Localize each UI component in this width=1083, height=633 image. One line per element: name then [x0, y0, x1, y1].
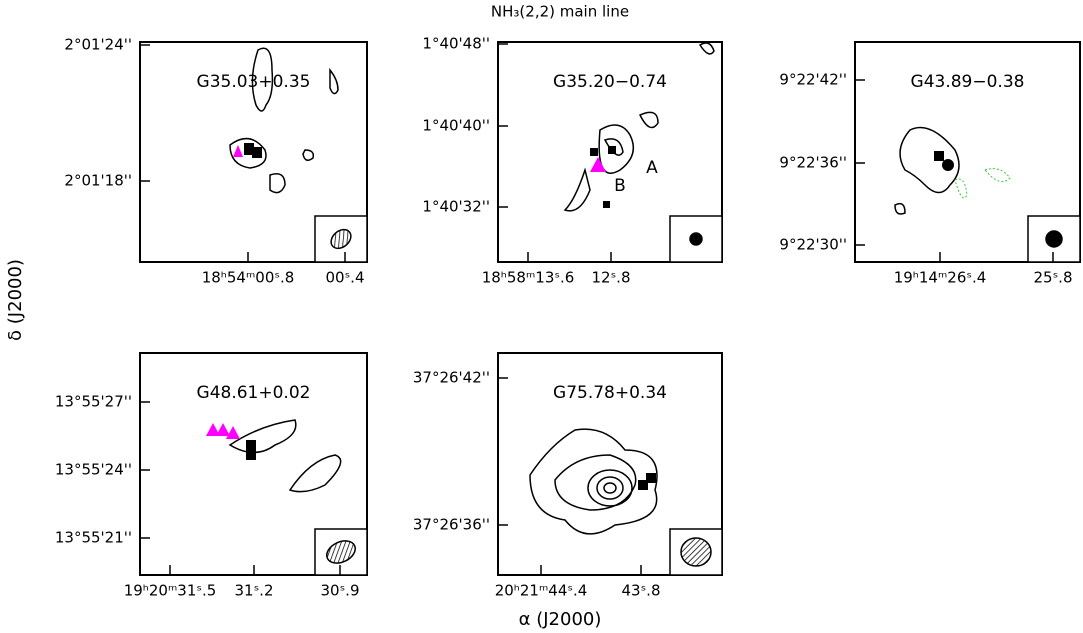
x-tick-label: 20ʰ21ᵐ44ˢ.4: [495, 582, 588, 600]
y-tick-label: 37°26'42'': [413, 369, 490, 387]
x-tick-label: 12ˢ.8: [592, 269, 631, 287]
y-tick-label: 2°01'24'': [64, 36, 132, 54]
y-tick-label: 1°40'48'': [422, 35, 490, 53]
x-tick-label: 18ʰ54ᵐ00ˢ.8: [202, 269, 295, 287]
y-tick-label: 13°55'24'': [55, 461, 132, 479]
x-tick-label: 00ˢ.4: [326, 269, 365, 287]
y-tick-label: 9°22'36'': [779, 154, 847, 172]
y-tick-label: 9°22'42'': [779, 71, 847, 89]
panel-frame: [497, 41, 723, 263]
y-tick-label: 1°40'32'': [422, 198, 490, 216]
beam: [689, 232, 703, 246]
panel-name: G48.61+0.02: [197, 383, 311, 403]
x-tick-label: 18ʰ58ᵐ13ˢ.6: [482, 269, 575, 287]
panel-frame: [139, 41, 368, 263]
y-tick-label: 37°26'36'': [413, 516, 490, 534]
y-axis-label: δ (J2000): [5, 259, 26, 341]
x-tick-label: 19ʰ14ᵐ26ˢ.4: [894, 269, 987, 287]
x-tick-label: 43ˢ.8: [622, 582, 661, 600]
y-tick-label: 13°55'27'': [55, 393, 132, 411]
annotation: A: [646, 158, 658, 178]
x-tick-label: 25ˢ.8: [1034, 269, 1073, 287]
y-tick-label: 13°55'21'': [55, 529, 132, 547]
contours: [228, 42, 1011, 535]
beam: [1045, 230, 1063, 248]
x-axis-label: α (J2000): [519, 609, 602, 630]
x-tick-label: 19ʰ20ᵐ31ˢ.5: [124, 582, 217, 600]
markers: [206, 143, 954, 490]
panel-name: G43.89−0.38: [911, 72, 1025, 92]
beam: [326, 540, 356, 564]
beam: [680, 537, 712, 567]
annotation: B: [614, 176, 626, 196]
y-tick-label: 1°40'40'': [422, 117, 490, 135]
x-tick-label: 31ˢ.2: [235, 582, 274, 600]
panel-name: G35.20−0.74: [553, 72, 667, 92]
panel-name: G75.78+0.34: [553, 383, 667, 403]
figure-title: NH₃(2,2) main line: [491, 3, 629, 21]
x-tick-label: 30ˢ.9: [321, 582, 360, 600]
y-tick-label: 9°22'30'': [779, 236, 847, 254]
panel-name: G35.03+0.35: [197, 72, 311, 92]
panel-frame: [497, 352, 723, 576]
beam: [330, 228, 352, 250]
panel-frame: [854, 41, 1081, 263]
y-tick-label: 2°01'18'': [64, 172, 132, 190]
